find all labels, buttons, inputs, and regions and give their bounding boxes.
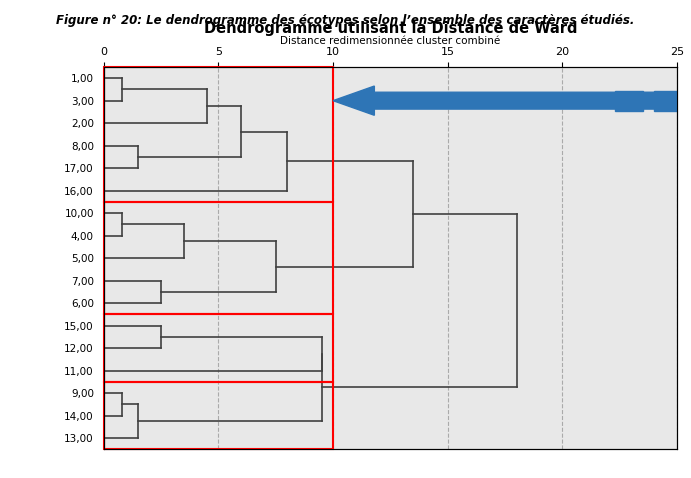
Bar	[104, 382, 333, 449]
Title: Distance redimensionnée cluster combiné: Distance redimensionnée cluster combiné	[281, 36, 500, 46]
Text: Dendrogramme utilisant la Distance de Ward: Dendrogramme utilisant la Distance de Wa…	[204, 22, 577, 36]
Text: Figure n° 20: Le dendrogramme des écotypes selon l’ensemble des caractères étudi: Figure n° 20: Le dendrogramme des écotyp…	[56, 14, 635, 27]
Bar	[104, 67, 333, 202]
FancyArrow shape	[333, 86, 677, 115]
Bar	[104, 202, 333, 315]
Bar	[615, 90, 643, 111]
Y-axis label: y: y	[0, 251, 3, 265]
Bar	[104, 315, 333, 382]
Bar	[654, 90, 677, 111]
